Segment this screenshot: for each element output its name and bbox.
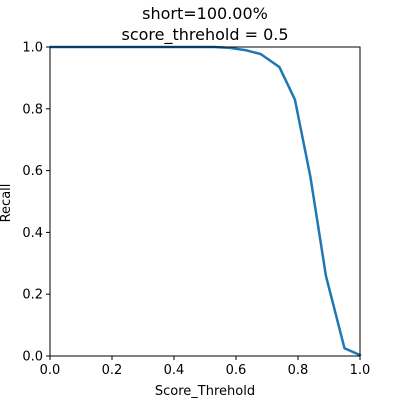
y-tick-label-1: 0.2 — [22, 288, 43, 303]
y-tick-label-3: 0.6 — [22, 164, 43, 179]
y-tick-label-4: 0.8 — [22, 102, 43, 117]
x-tick-label-0: 0.0 — [40, 363, 61, 378]
y-tick-label-5: 1.0 — [22, 41, 43, 56]
plot-frame — [49, 46, 361, 357]
axis-ticks: 0.0 0.2 0.4 0.6 0.8 1.0 0.0 0.2 0.4 0.6 0.8 1.0 — [22, 41, 370, 379]
x-tick-label-4: 0.8 — [288, 363, 309, 378]
y-tick-label-0: 0.0 — [22, 350, 43, 365]
recall-series-line — [48, 45, 362, 357]
x-tick-label-5: 1.0 — [350, 363, 371, 378]
y-axis-label: Recall — [0, 184, 14, 223]
chart-title-line-1: short=100.00% — [142, 4, 268, 23]
chart-title-line-2: score_threhold = 0.5 — [121, 25, 288, 45]
x-tick-label-2: 0.4 — [164, 363, 185, 378]
plot-area — [48, 45, 362, 357]
x-axis-label: Score_Threhold — [155, 384, 255, 399]
x-tick-label-3: 0.6 — [226, 363, 247, 378]
y-tick-label-2: 0.4 — [22, 226, 43, 241]
x-tick-label-1: 0.2 — [102, 363, 123, 378]
